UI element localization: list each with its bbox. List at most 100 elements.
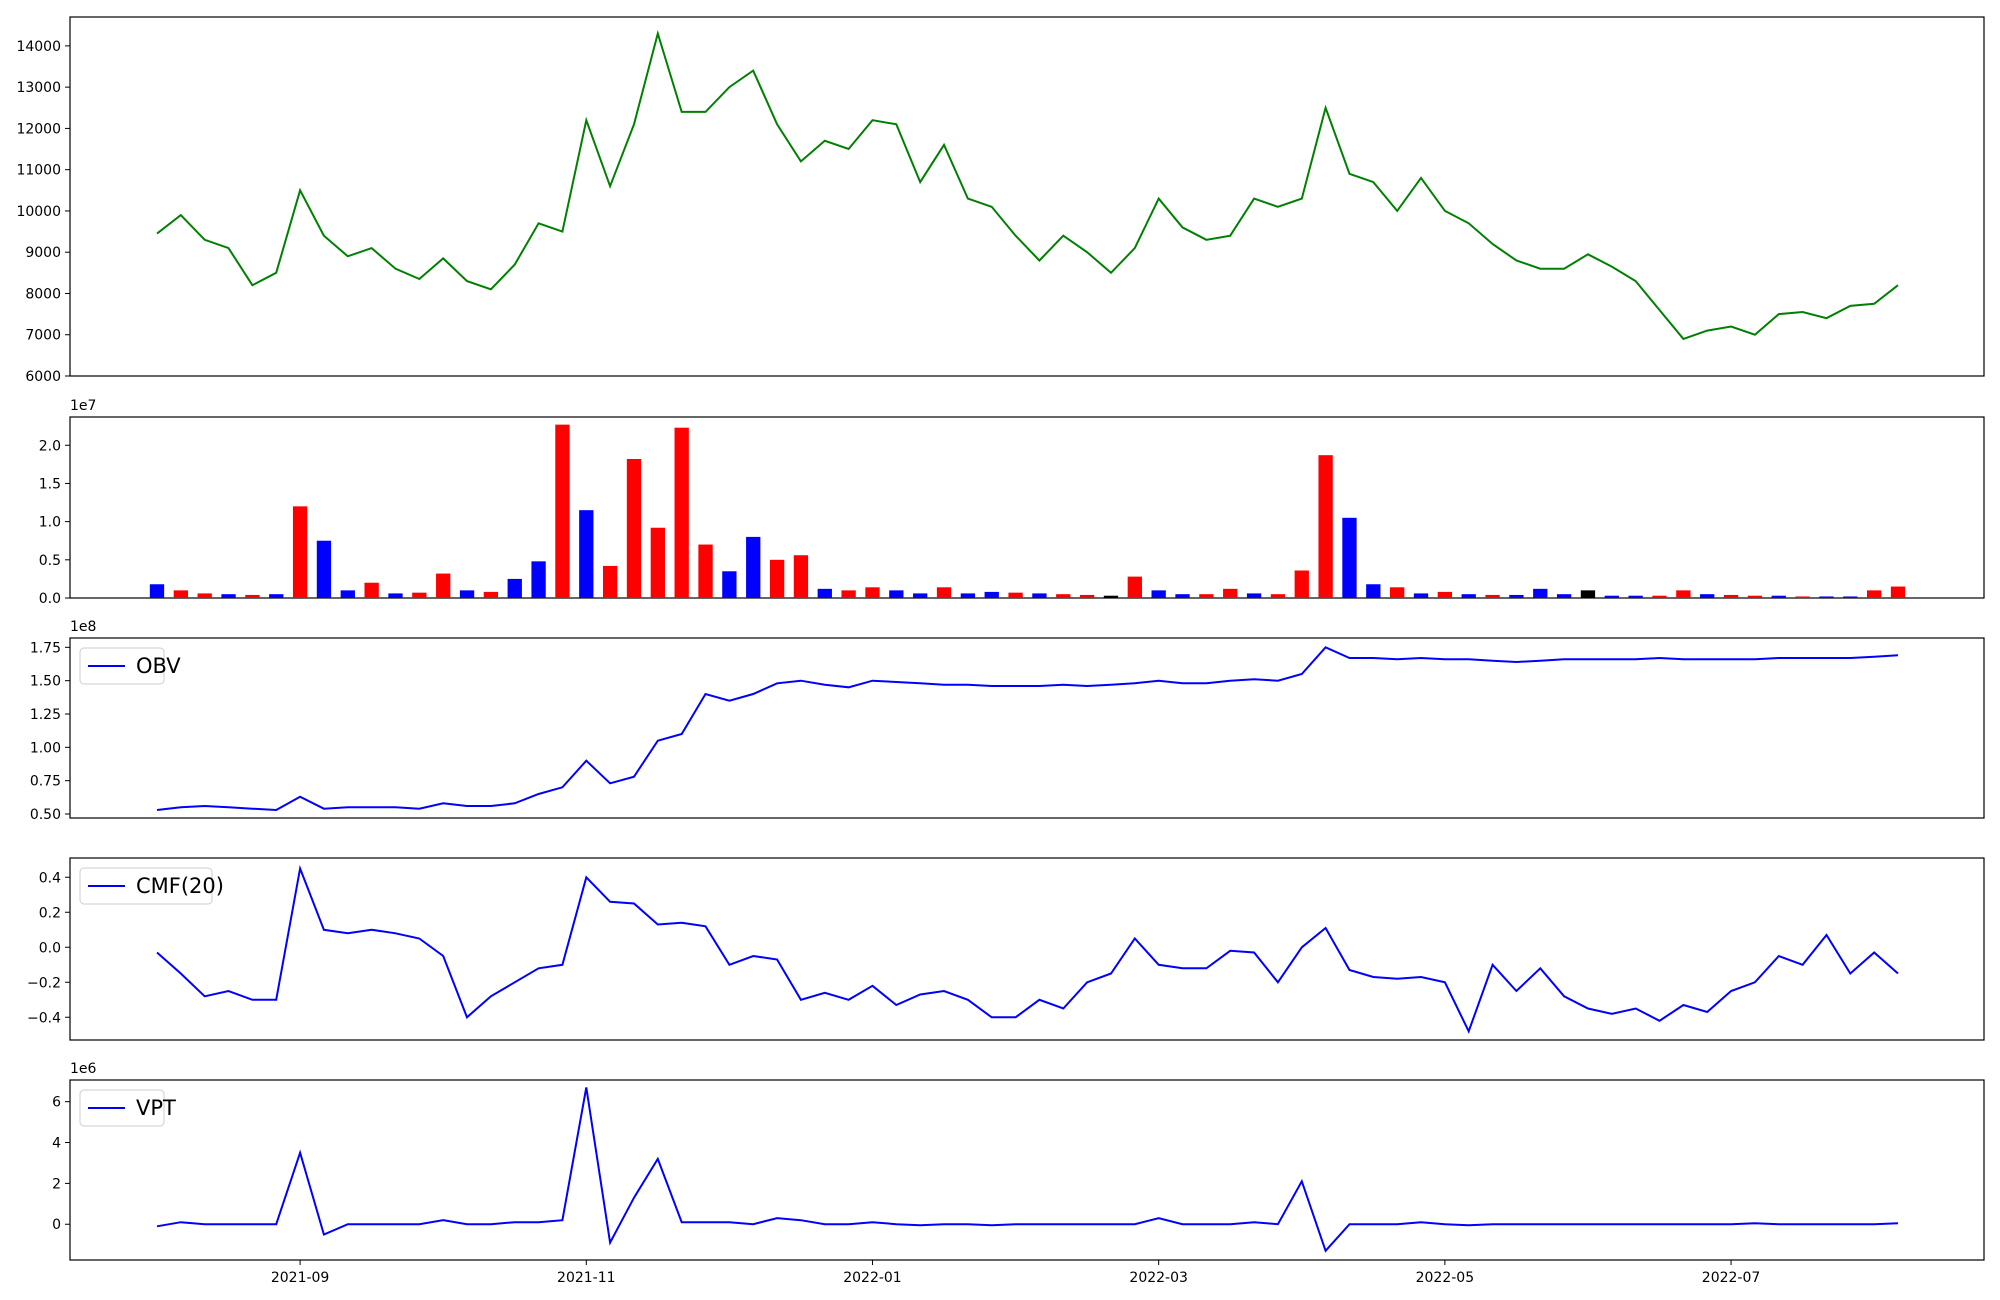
y-tick-label: 2.0 (39, 438, 61, 454)
legend-label: VPT (136, 1096, 176, 1120)
bar (1175, 594, 1190, 598)
bar (412, 592, 427, 598)
bar (1866, 590, 1882, 598)
bar (1437, 591, 1453, 598)
bar (1485, 594, 1500, 598)
bar (1700, 594, 1715, 598)
y-tick-label: 0.2 (39, 905, 61, 921)
bar (1127, 576, 1142, 598)
bar (1747, 595, 1763, 598)
bar (1556, 594, 1572, 598)
bar (674, 427, 689, 598)
axes-frame (69, 637, 1985, 819)
bar (913, 593, 928, 598)
line-series (156, 29, 1899, 341)
bar (1533, 588, 1548, 598)
axis-offset-label: 1e6 (70, 1061, 97, 1077)
y-tick-label: 12000 (16, 121, 61, 137)
bar (984, 591, 999, 598)
bar (1223, 588, 1238, 598)
bar (364, 582, 379, 598)
y-tick-label: −0.4 (27, 1010, 61, 1026)
bar (197, 593, 212, 598)
bar (1676, 590, 1691, 598)
bar (149, 584, 165, 598)
y-tick-label: 0.4 (39, 870, 61, 886)
bar (1366, 584, 1381, 598)
line-series (156, 1087, 1899, 1253)
bar (841, 590, 856, 598)
bar (626, 459, 642, 598)
bar (650, 527, 665, 598)
y-tick-label: 10000 (16, 204, 61, 220)
bar (1390, 587, 1405, 598)
y-tick-label: 7000 (25, 328, 61, 344)
y-tick-label: 4 (52, 1136, 61, 1152)
bar (1843, 596, 1858, 598)
line-series (156, 864, 1899, 1034)
bar (817, 588, 832, 598)
y-tick-label: 1.50 (30, 674, 61, 690)
x-tick-label: 2022-05 (1416, 1270, 1475, 1286)
bar (698, 544, 713, 598)
axes-frame (69, 1079, 1985, 1261)
bar (1795, 596, 1810, 598)
bar (722, 571, 737, 598)
bar (1461, 594, 1476, 598)
y-tick-label: 1.75 (30, 640, 61, 656)
axis-offset-label: 1e8 (70, 619, 96, 635)
x-tick-label: 2021-09 (271, 1270, 330, 1286)
x-tick-label: 2022-01 (843, 1270, 902, 1286)
legend-box (79, 867, 213, 905)
y-tick-label: 0.5 (39, 553, 61, 569)
bar (793, 555, 809, 598)
bar (483, 591, 499, 598)
y-tick-label: 1.0 (39, 515, 61, 531)
line-series (156, 646, 1899, 812)
y-tick-label: 11000 (16, 163, 61, 179)
bar (1270, 594, 1286, 598)
bar (1151, 590, 1166, 598)
bar (1580, 590, 1596, 598)
bar (388, 593, 403, 598)
axes-frame (69, 16, 1985, 377)
y-tick-label: 2 (52, 1176, 61, 1192)
x-tick-label: 2021-11 (557, 1270, 616, 1286)
bar (316, 540, 332, 598)
bar (1342, 517, 1357, 598)
legend-label: CMF(20) (136, 874, 224, 898)
bar (960, 593, 976, 598)
bar (1079, 594, 1095, 598)
bar (531, 561, 546, 598)
bar (1032, 593, 1047, 598)
y-tick-label: 6000 (25, 369, 61, 385)
bar (1628, 595, 1643, 598)
bar (1103, 595, 1119, 598)
bar (1056, 594, 1071, 598)
bar (1413, 593, 1429, 598)
bar (1199, 594, 1214, 598)
bar (1509, 594, 1524, 598)
bar (340, 590, 355, 598)
y-tick-label: 1.5 (39, 476, 61, 492)
bar (1318, 455, 1333, 598)
y-tick-label: 1.00 (30, 740, 61, 756)
y-tick-label: 0.0 (39, 940, 61, 956)
axes-frame (69, 416, 1985, 599)
bar (1723, 594, 1739, 598)
bar (602, 565, 618, 598)
bar (245, 594, 260, 598)
bar (173, 590, 189, 598)
bar (1604, 595, 1619, 598)
bar (889, 590, 904, 598)
y-tick-label: 9000 (25, 245, 61, 261)
axes-frame (69, 857, 1985, 1041)
x-tick-label: 2022-07 (1702, 1270, 1761, 1286)
y-tick-label: 6 (52, 1095, 61, 1111)
x-tick-label: 2022-03 (1129, 1270, 1188, 1286)
y-tick-label: 0 (52, 1217, 61, 1233)
bar (436, 573, 451, 598)
y-tick-label: 14000 (16, 39, 61, 55)
bar (769, 559, 785, 598)
